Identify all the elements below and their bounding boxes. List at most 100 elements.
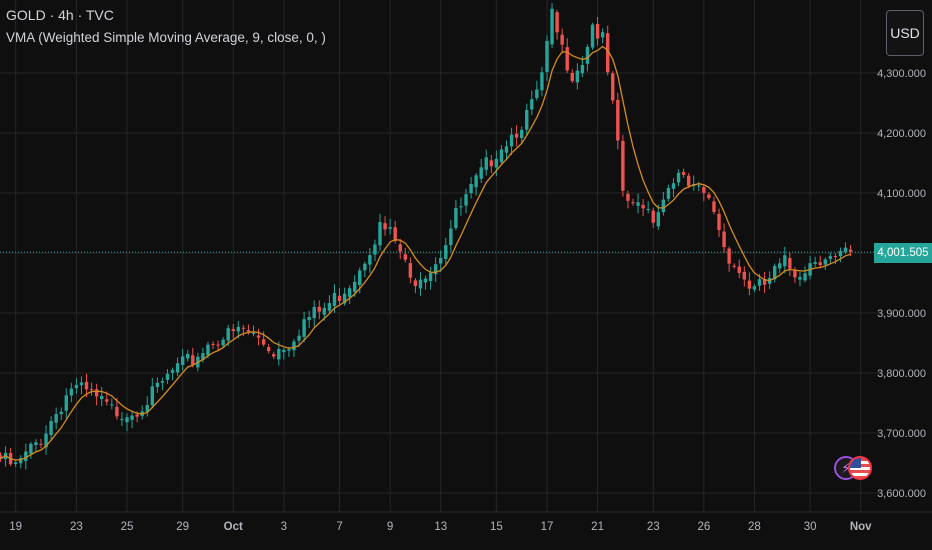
candle-body [616, 99, 620, 141]
candle-body [519, 129, 524, 139]
flag-canton [850, 458, 861, 468]
vma-line [0, 45, 851, 461]
x-tick-label: 3 [281, 521, 287, 533]
candle-body [631, 202, 635, 204]
candle-body [570, 72, 574, 82]
candle-body [717, 213, 721, 231]
candle-body [479, 167, 483, 179]
candle-body [251, 332, 256, 334]
candle-body [39, 443, 43, 445]
candle-body [828, 256, 833, 259]
candle-body [459, 206, 463, 208]
candle-body [823, 259, 827, 265]
candle-body [256, 335, 261, 338]
candle-body [277, 349, 281, 360]
x-tick-label: 28 [748, 521, 761, 533]
candle-body [19, 458, 23, 464]
candle-body [398, 244, 402, 252]
currency-button[interactable]: USD [886, 10, 924, 56]
candle-body [49, 421, 53, 435]
candle-body [130, 415, 134, 420]
x-tick-label: 17 [541, 521, 554, 533]
candle-body [757, 279, 762, 286]
x-tick-label: 19 [9, 521, 22, 533]
y-tick-label: 3,700.000 [877, 428, 926, 440]
y-tick-label: 3,900.000 [877, 308, 926, 320]
candle-body [342, 293, 347, 304]
candle-body [59, 411, 63, 415]
x-tick-label: Nov [850, 521, 872, 533]
candle-body [145, 405, 149, 412]
candle-body [676, 172, 681, 183]
candle-body [600, 32, 605, 38]
candle-body [54, 414, 58, 423]
x-tick-label: 21 [591, 521, 604, 533]
candle-body [504, 146, 509, 153]
candle-body [358, 270, 362, 286]
candle-body [565, 47, 569, 71]
us-flag-icon[interactable] [848, 456, 872, 480]
candle-body [747, 280, 752, 289]
candle-body [697, 185, 701, 187]
candle-body [514, 133, 519, 138]
candle-body [368, 255, 372, 265]
candle-body [585, 46, 590, 64]
candle-body [843, 247, 848, 252]
candle-body [671, 183, 676, 189]
candle-body [449, 228, 453, 246]
candle-body [833, 256, 838, 258]
candle-body [590, 24, 595, 48]
candle-body [110, 404, 114, 406]
candle-body [489, 160, 494, 167]
candle-body [535, 89, 539, 99]
candle-body [155, 382, 160, 388]
candle-body [150, 386, 154, 406]
candle-body [666, 187, 671, 199]
candle-body [282, 349, 286, 353]
candle-body [0, 455, 3, 459]
candle-body [545, 40, 549, 72]
last-price-label: 4,001.505 [874, 243, 932, 263]
candle-body [261, 339, 266, 345]
candle-body [474, 175, 478, 188]
candle-body [206, 344, 210, 356]
candle-body [848, 249, 853, 252]
candle-body [297, 335, 301, 341]
candle-body [798, 276, 802, 280]
candle-body [686, 175, 691, 186]
candle-body [216, 344, 220, 346]
candle-body [246, 330, 251, 332]
candle-body [626, 193, 630, 201]
x-tick-label: 29 [176, 521, 189, 533]
candle-body [115, 406, 119, 417]
candle-body [732, 265, 736, 267]
x-tick-label: 7 [336, 521, 342, 533]
candle-body [332, 293, 337, 306]
candle-body [378, 222, 382, 246]
candle-body [525, 110, 529, 130]
candle-body [783, 255, 787, 267]
x-tick-label: Oct [224, 521, 243, 533]
candle-body [494, 158, 499, 168]
candle-body [44, 433, 48, 448]
candle-body [621, 140, 625, 191]
candle-body [737, 266, 741, 273]
candle-body [707, 194, 711, 199]
candle-body [160, 381, 165, 383]
candle-body [89, 389, 94, 391]
indicator-legend[interactable]: VMA (Weighted Simple Moving Average, 9, … [6, 30, 326, 45]
candle-body [428, 272, 433, 282]
candle-body [287, 349, 291, 351]
candle-body [742, 271, 747, 280]
x-tick-label: 23 [70, 521, 83, 533]
y-tick-label: 4,100.000 [877, 188, 926, 200]
candle-body [266, 347, 271, 352]
candle-body [64, 395, 68, 411]
candle-body [408, 263, 413, 278]
candle-body [403, 254, 407, 260]
candle-body [661, 199, 666, 213]
candle-body [363, 263, 367, 271]
candle-body [337, 295, 342, 302]
